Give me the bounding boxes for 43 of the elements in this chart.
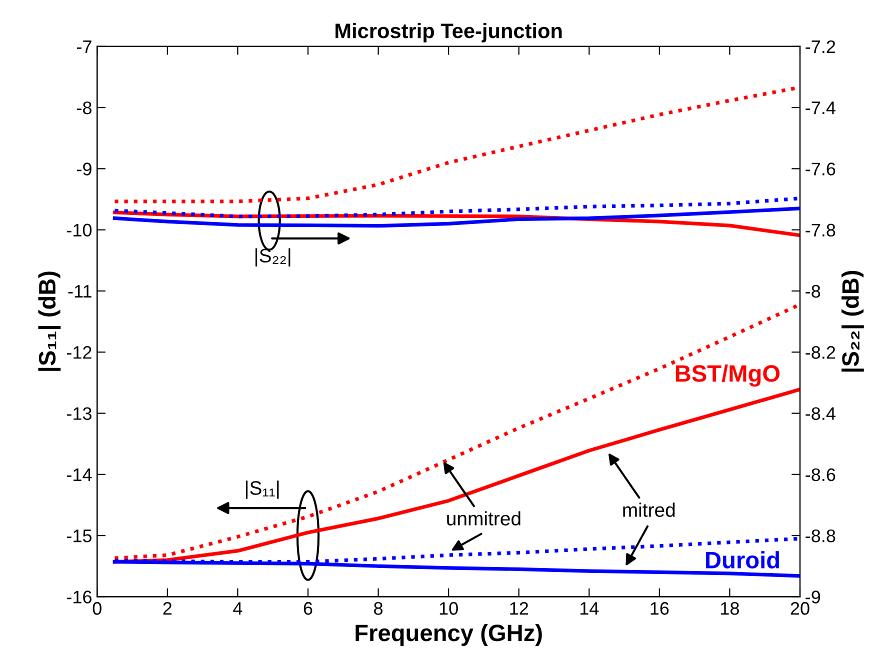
y-tick-label: -13 xyxy=(66,407,92,420)
y-tick-label: -9 xyxy=(77,162,92,176)
y2-tick-label: -7.4 xyxy=(806,102,836,114)
y-tick-label: -16 xyxy=(66,590,92,604)
y2-tick-label: -8.6 xyxy=(806,468,836,482)
series-label: Duroid xyxy=(706,551,779,568)
y2-tick-label: -8.4 xyxy=(806,407,836,420)
x-axis-title: Frequency (GHz) xyxy=(356,624,542,646)
x-tick-label: 16 xyxy=(650,602,669,615)
y-tick-label: -14 xyxy=(66,468,92,481)
y-tick-label: -8 xyxy=(77,101,92,114)
y2-tick-label: -8 xyxy=(806,284,820,298)
chart-title: Microstrip Tee-junction xyxy=(336,22,562,42)
annotation: mitred xyxy=(623,502,675,517)
line-series xyxy=(112,206,800,228)
annotation: |S₂₂| xyxy=(256,248,290,266)
y-tick-label: -12 xyxy=(66,346,92,359)
y-tick-label: -11 xyxy=(68,285,92,298)
x-tick-label: 12 xyxy=(510,602,528,615)
x-tick-label: 4 xyxy=(233,602,242,615)
y2-tick-label: -8.8 xyxy=(806,529,836,542)
x-tick-label: 20 xyxy=(790,602,810,615)
x-tick-label: 8 xyxy=(374,602,383,615)
x-tick-label: 2 xyxy=(163,602,172,615)
y2-tick-label: -9 xyxy=(806,590,820,604)
x-tick-label: 14 xyxy=(580,602,599,615)
y-tick-label: -15 xyxy=(66,530,92,542)
line-series xyxy=(112,196,800,218)
y2-tick-label: -8.2 xyxy=(806,346,836,359)
y2-axis-title: |S₂₂| (dB) xyxy=(842,270,864,372)
y2-tick-label: -7.6 xyxy=(806,162,836,176)
y-axis-title: |S₁₁| (dB) xyxy=(38,272,61,371)
x-tick-label: 6 xyxy=(304,602,312,615)
series-label: BST/MgO xyxy=(676,364,780,387)
y2-tick-label: -7.2 xyxy=(806,40,836,53)
y-tick-label: -7 xyxy=(77,40,92,53)
y2-tick-label: -7.8 xyxy=(806,224,836,237)
annotation: |S₁₁| xyxy=(246,480,279,499)
x-tick-label: 18 xyxy=(721,602,739,615)
y-tick-label: -10 xyxy=(66,224,92,237)
annotation: unmitred xyxy=(447,511,520,526)
x-tick-label: 10 xyxy=(440,602,458,615)
x-tick-label: 0 xyxy=(92,602,102,615)
